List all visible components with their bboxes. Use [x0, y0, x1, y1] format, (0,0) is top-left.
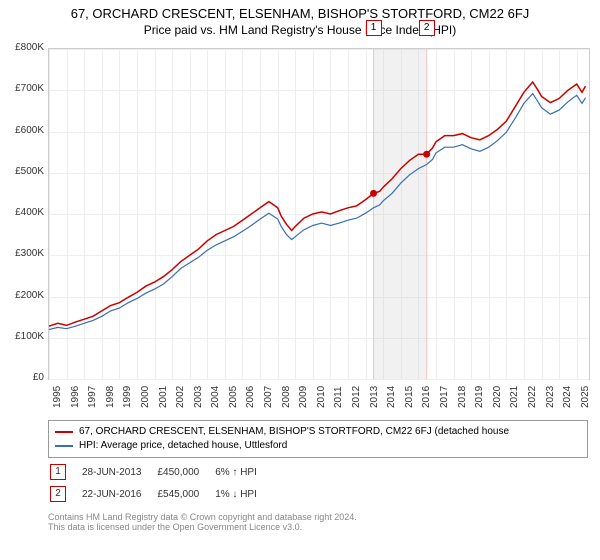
y-axis-label: £200K: [4, 290, 44, 301]
marker-badge-1: 1: [366, 20, 382, 36]
chart-svg: [49, 49, 589, 379]
series-line-red: [49, 82, 586, 326]
chart-subtitle: Price paid vs. HM Land Registry's House …: [0, 21, 600, 37]
legend-swatch: [55, 445, 73, 447]
y-axis-label: £700K: [4, 83, 44, 94]
event-row: 2 22-JUN-2016£545,0001% ↓ HPI: [50, 484, 271, 504]
y-axis-label: £0: [4, 372, 44, 383]
x-axis-label: 2022: [527, 386, 538, 408]
event-badge: 2: [50, 486, 66, 502]
gridline-h: [49, 379, 589, 380]
y-axis-label: £800K: [4, 42, 44, 53]
x-axis-label: 2012: [351, 386, 362, 408]
x-axis-label: 2017: [439, 386, 450, 408]
y-axis-label: £100K: [4, 331, 44, 342]
x-axis-label: 2011: [333, 386, 344, 408]
event-row: 1 28-JUN-2013£450,0006% ↑ HPI: [50, 462, 271, 482]
legend-swatch: [55, 431, 73, 433]
x-axis-label: 2020: [492, 386, 503, 408]
y-axis-label: £400K: [4, 207, 44, 218]
x-axis-label: 2016: [421, 386, 432, 408]
chart-title: 67, ORCHARD CRESCENT, ELSENHAM, BISHOP'S…: [0, 0, 600, 21]
event-date: 22-JUN-2016: [82, 484, 155, 504]
x-axis-label: 2013: [369, 386, 380, 408]
x-axis-label: 1997: [87, 386, 98, 408]
x-axis-label: 2021: [509, 386, 520, 408]
x-axis-label: 1999: [122, 386, 133, 408]
event-price: £545,000: [157, 484, 213, 504]
x-axis-label: 2019: [474, 386, 485, 408]
event-delta: 1% ↓ HPI: [215, 484, 271, 504]
credits: Contains HM Land Registry data © Crown c…: [48, 512, 357, 532]
x-axis-label: 2010: [316, 386, 327, 408]
legend-label: HPI: Average price, detached house, Uttl…: [79, 439, 287, 453]
chart-container: { "title": "67, ORCHARD CRESCENT, ELSENH…: [0, 0, 600, 560]
x-axis-label: 2018: [457, 386, 468, 408]
legend-item: HPI: Average price, detached house, Uttl…: [55, 439, 581, 453]
credits-line: This data is licensed under the Open Gov…: [48, 522, 357, 532]
x-axis-label: 2004: [210, 386, 221, 408]
x-axis-label: 2025: [580, 386, 591, 408]
x-axis-label: 2014: [386, 386, 397, 408]
x-axis-label: 2015: [404, 386, 415, 408]
x-axis-label: 2009: [298, 386, 309, 408]
x-axis-label: 1998: [105, 386, 116, 408]
legend-label: 67, ORCHARD CRESCENT, ELSENHAM, BISHOP'S…: [79, 425, 509, 439]
x-axis-label: 2003: [193, 386, 204, 408]
x-axis-label: 2006: [245, 386, 256, 408]
legend-item: 67, ORCHARD CRESCENT, ELSENHAM, BISHOP'S…: [55, 425, 581, 439]
y-axis-label: £300K: [4, 248, 44, 259]
event-delta: 6% ↑ HPI: [215, 462, 271, 482]
event-badge: 1: [50, 464, 66, 480]
series-line-blue: [49, 94, 586, 330]
marker-badge-2: 2: [419, 20, 435, 36]
events-table: 1 28-JUN-2013£450,0006% ↑ HPI 2 22-JUN-2016…: [48, 460, 273, 506]
event-date: 28-JUN-2013: [82, 462, 155, 482]
x-axis-label: 2005: [228, 386, 239, 408]
x-axis-label: 2001: [158, 386, 169, 408]
y-axis-label: £500K: [4, 166, 44, 177]
x-axis-label: 1995: [52, 386, 63, 408]
x-axis-label: 2007: [263, 386, 274, 408]
legend: 67, ORCHARD CRESCENT, ELSENHAM, BISHOP'S…: [48, 420, 588, 458]
chart-plot-area: [48, 48, 590, 380]
x-axis-label: 2002: [175, 386, 186, 408]
x-axis-label: 1996: [70, 386, 81, 408]
y-axis-label: £600K: [4, 125, 44, 136]
x-axis-label: 2023: [545, 386, 556, 408]
event-price: £450,000: [157, 462, 213, 482]
x-axis-label: 2008: [281, 386, 292, 408]
x-axis-label: 2000: [140, 386, 151, 408]
x-axis-label: 2024: [562, 386, 573, 408]
credits-line: Contains HM Land Registry data © Crown c…: [48, 512, 357, 522]
